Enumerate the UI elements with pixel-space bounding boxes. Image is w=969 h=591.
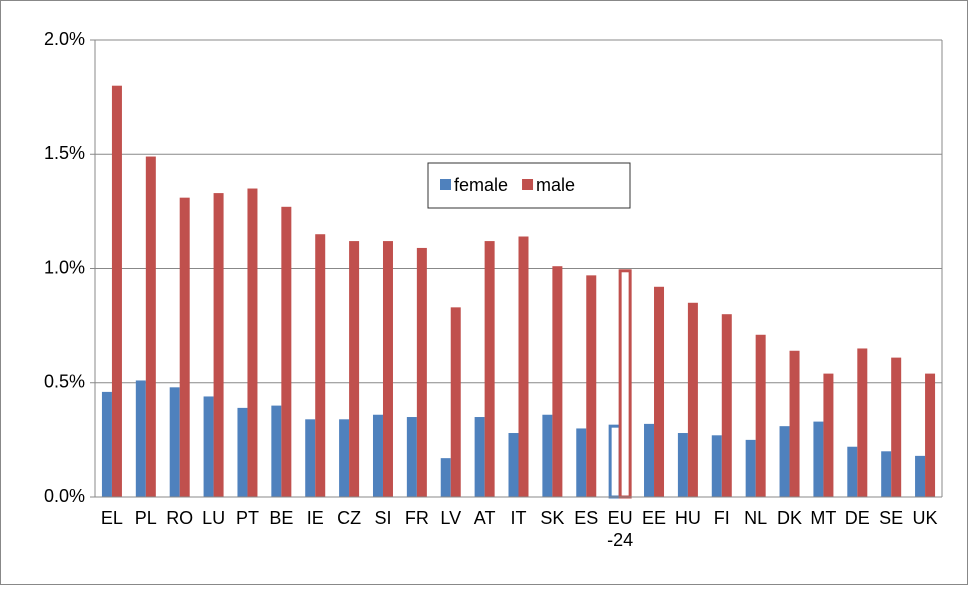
legend-swatch — [440, 179, 451, 190]
bar — [349, 241, 360, 497]
bar — [145, 156, 156, 497]
bar — [552, 266, 563, 497]
x-tick-label: MT — [810, 508, 836, 528]
bar — [416, 247, 427, 497]
bar — [755, 334, 766, 497]
legend-label: male — [536, 175, 575, 195]
y-tick-label: 2.0% — [44, 29, 85, 49]
x-tick-label: LV — [440, 508, 461, 528]
x-tick-label: EL — [101, 508, 123, 528]
x-tick-label: DK — [777, 508, 802, 528]
bar — [484, 241, 495, 497]
x-tick-label: ES — [574, 508, 598, 528]
x-tick-label: SI — [374, 508, 391, 528]
x-tick-label: LU — [202, 508, 225, 528]
legend-label: female — [454, 175, 508, 195]
bar — [111, 85, 122, 497]
x-tick-label: NL — [744, 508, 767, 528]
bar — [542, 414, 553, 497]
bar — [644, 423, 655, 497]
x-tick-label: EU -24 — [607, 508, 633, 550]
y-tick-label: 0.5% — [44, 372, 85, 392]
bar — [576, 428, 587, 497]
bar — [203, 396, 214, 497]
bar — [339, 419, 350, 497]
bar — [372, 414, 383, 497]
bar — [382, 241, 393, 497]
bar — [881, 451, 892, 497]
x-tick-label: IE — [307, 508, 324, 528]
x-tick-label: RO — [166, 508, 193, 528]
bar — [315, 234, 326, 497]
y-tick-label: 1.5% — [44, 143, 85, 163]
bar — [508, 433, 519, 497]
x-tick-label: SE — [879, 508, 903, 528]
x-tick-label: PT — [236, 508, 259, 528]
bar — [271, 405, 282, 497]
bar — [891, 357, 902, 497]
x-tick-label: DE — [845, 508, 870, 528]
bar — [857, 348, 868, 497]
bar — [179, 197, 190, 498]
bar — [654, 286, 665, 497]
y-tick-label: 1.0% — [44, 257, 85, 277]
x-tick-label: HU — [675, 508, 701, 528]
legend-swatch — [522, 179, 534, 190]
x-tick-label: FI — [714, 508, 730, 528]
bar — [915, 455, 926, 497]
x-tick-label: EE — [642, 508, 666, 528]
bar — [213, 193, 224, 497]
bar — [247, 188, 258, 497]
x-tick-label: BE — [269, 508, 293, 528]
x-tick-label: FR — [405, 508, 429, 528]
bar — [237, 407, 248, 497]
bar — [406, 417, 417, 497]
bar — [687, 302, 698, 497]
bar — [450, 307, 461, 497]
bar — [101, 391, 112, 497]
bar — [925, 373, 936, 497]
bar — [745, 439, 756, 497]
bar — [169, 387, 180, 497]
bar — [586, 275, 597, 497]
bar — [518, 236, 529, 497]
x-tick-label: CZ — [337, 508, 361, 528]
bar — [721, 314, 732, 497]
bar — [677, 433, 688, 497]
bar — [711, 435, 722, 497]
x-tick-label: PL — [135, 508, 157, 528]
bar — [779, 426, 790, 497]
bar — [440, 458, 451, 497]
x-tick-label: IT — [511, 508, 527, 528]
bar — [305, 419, 316, 497]
x-tick-label: AT — [474, 508, 496, 528]
bar — [789, 350, 800, 497]
x-tick-label: SK — [540, 508, 564, 528]
bar — [823, 373, 834, 497]
bar — [813, 421, 824, 497]
x-tick-label: UK — [913, 508, 938, 528]
bar — [135, 380, 146, 497]
bar — [281, 206, 292, 497]
bar — [474, 417, 485, 497]
bar — [618, 269, 632, 499]
legend: female male — [427, 162, 631, 209]
bar — [847, 446, 858, 497]
y-tick-label: 0.0% — [44, 486, 85, 506]
